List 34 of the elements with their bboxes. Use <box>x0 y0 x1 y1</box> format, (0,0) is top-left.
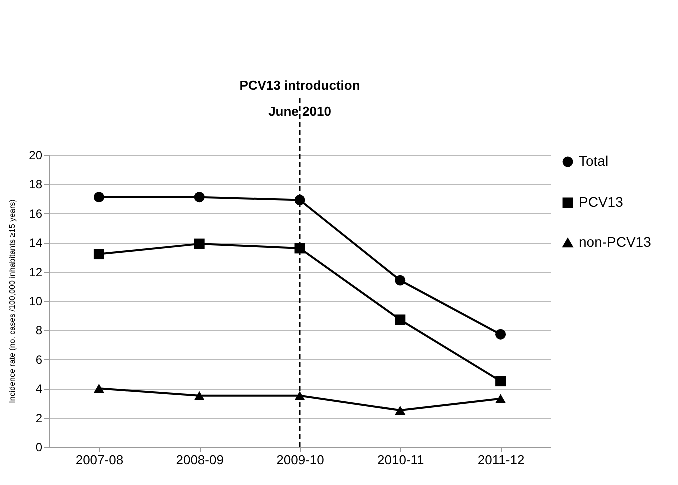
legend-label: PCV13 <box>579 194 624 210</box>
y-tick-label: 18 <box>29 178 43 192</box>
y-tick-label: 6 <box>36 352 43 367</box>
point <box>194 238 205 250</box>
y-tick-label: 2 <box>36 411 43 426</box>
ref-line-label: June 2010 <box>268 104 332 119</box>
y-tick-label: 8 <box>36 324 43 338</box>
y-tick-label: 4 <box>36 382 43 396</box>
y-tick-label: 10 <box>29 294 43 308</box>
x-tick-label: 2010-11 <box>378 452 424 468</box>
y-tick-label: 0 <box>36 440 43 454</box>
x-tick-label: 2009-10 <box>276 452 324 468</box>
legend-label: Total <box>579 153 609 169</box>
point <box>496 376 506 387</box>
x-tick-label: 2007-08 <box>76 452 124 468</box>
point <box>194 192 205 203</box>
point <box>194 391 205 400</box>
x-tick-label: 2011-12 <box>478 452 525 468</box>
point <box>395 275 406 286</box>
y-tick-label: 12 <box>29 265 43 280</box>
y-tick-label: 20 <box>29 148 43 162</box>
y-axis-title: Incidence rate (no. cases /100,000 inhabitants ≥15 years) <box>8 199 18 404</box>
point <box>496 329 506 340</box>
x-tick-label: 2008-09 <box>176 452 224 468</box>
point <box>395 314 406 326</box>
chart-title: PCV13 introduction <box>240 78 360 93</box>
y-tick-label: 14 <box>29 236 43 250</box>
legend-label: non-PCV13 <box>579 234 652 250</box>
point <box>94 249 104 260</box>
point <box>496 394 506 404</box>
point <box>94 384 104 394</box>
point <box>94 192 104 203</box>
point <box>395 406 406 416</box>
y-tick-label: 16 <box>29 206 43 221</box>
